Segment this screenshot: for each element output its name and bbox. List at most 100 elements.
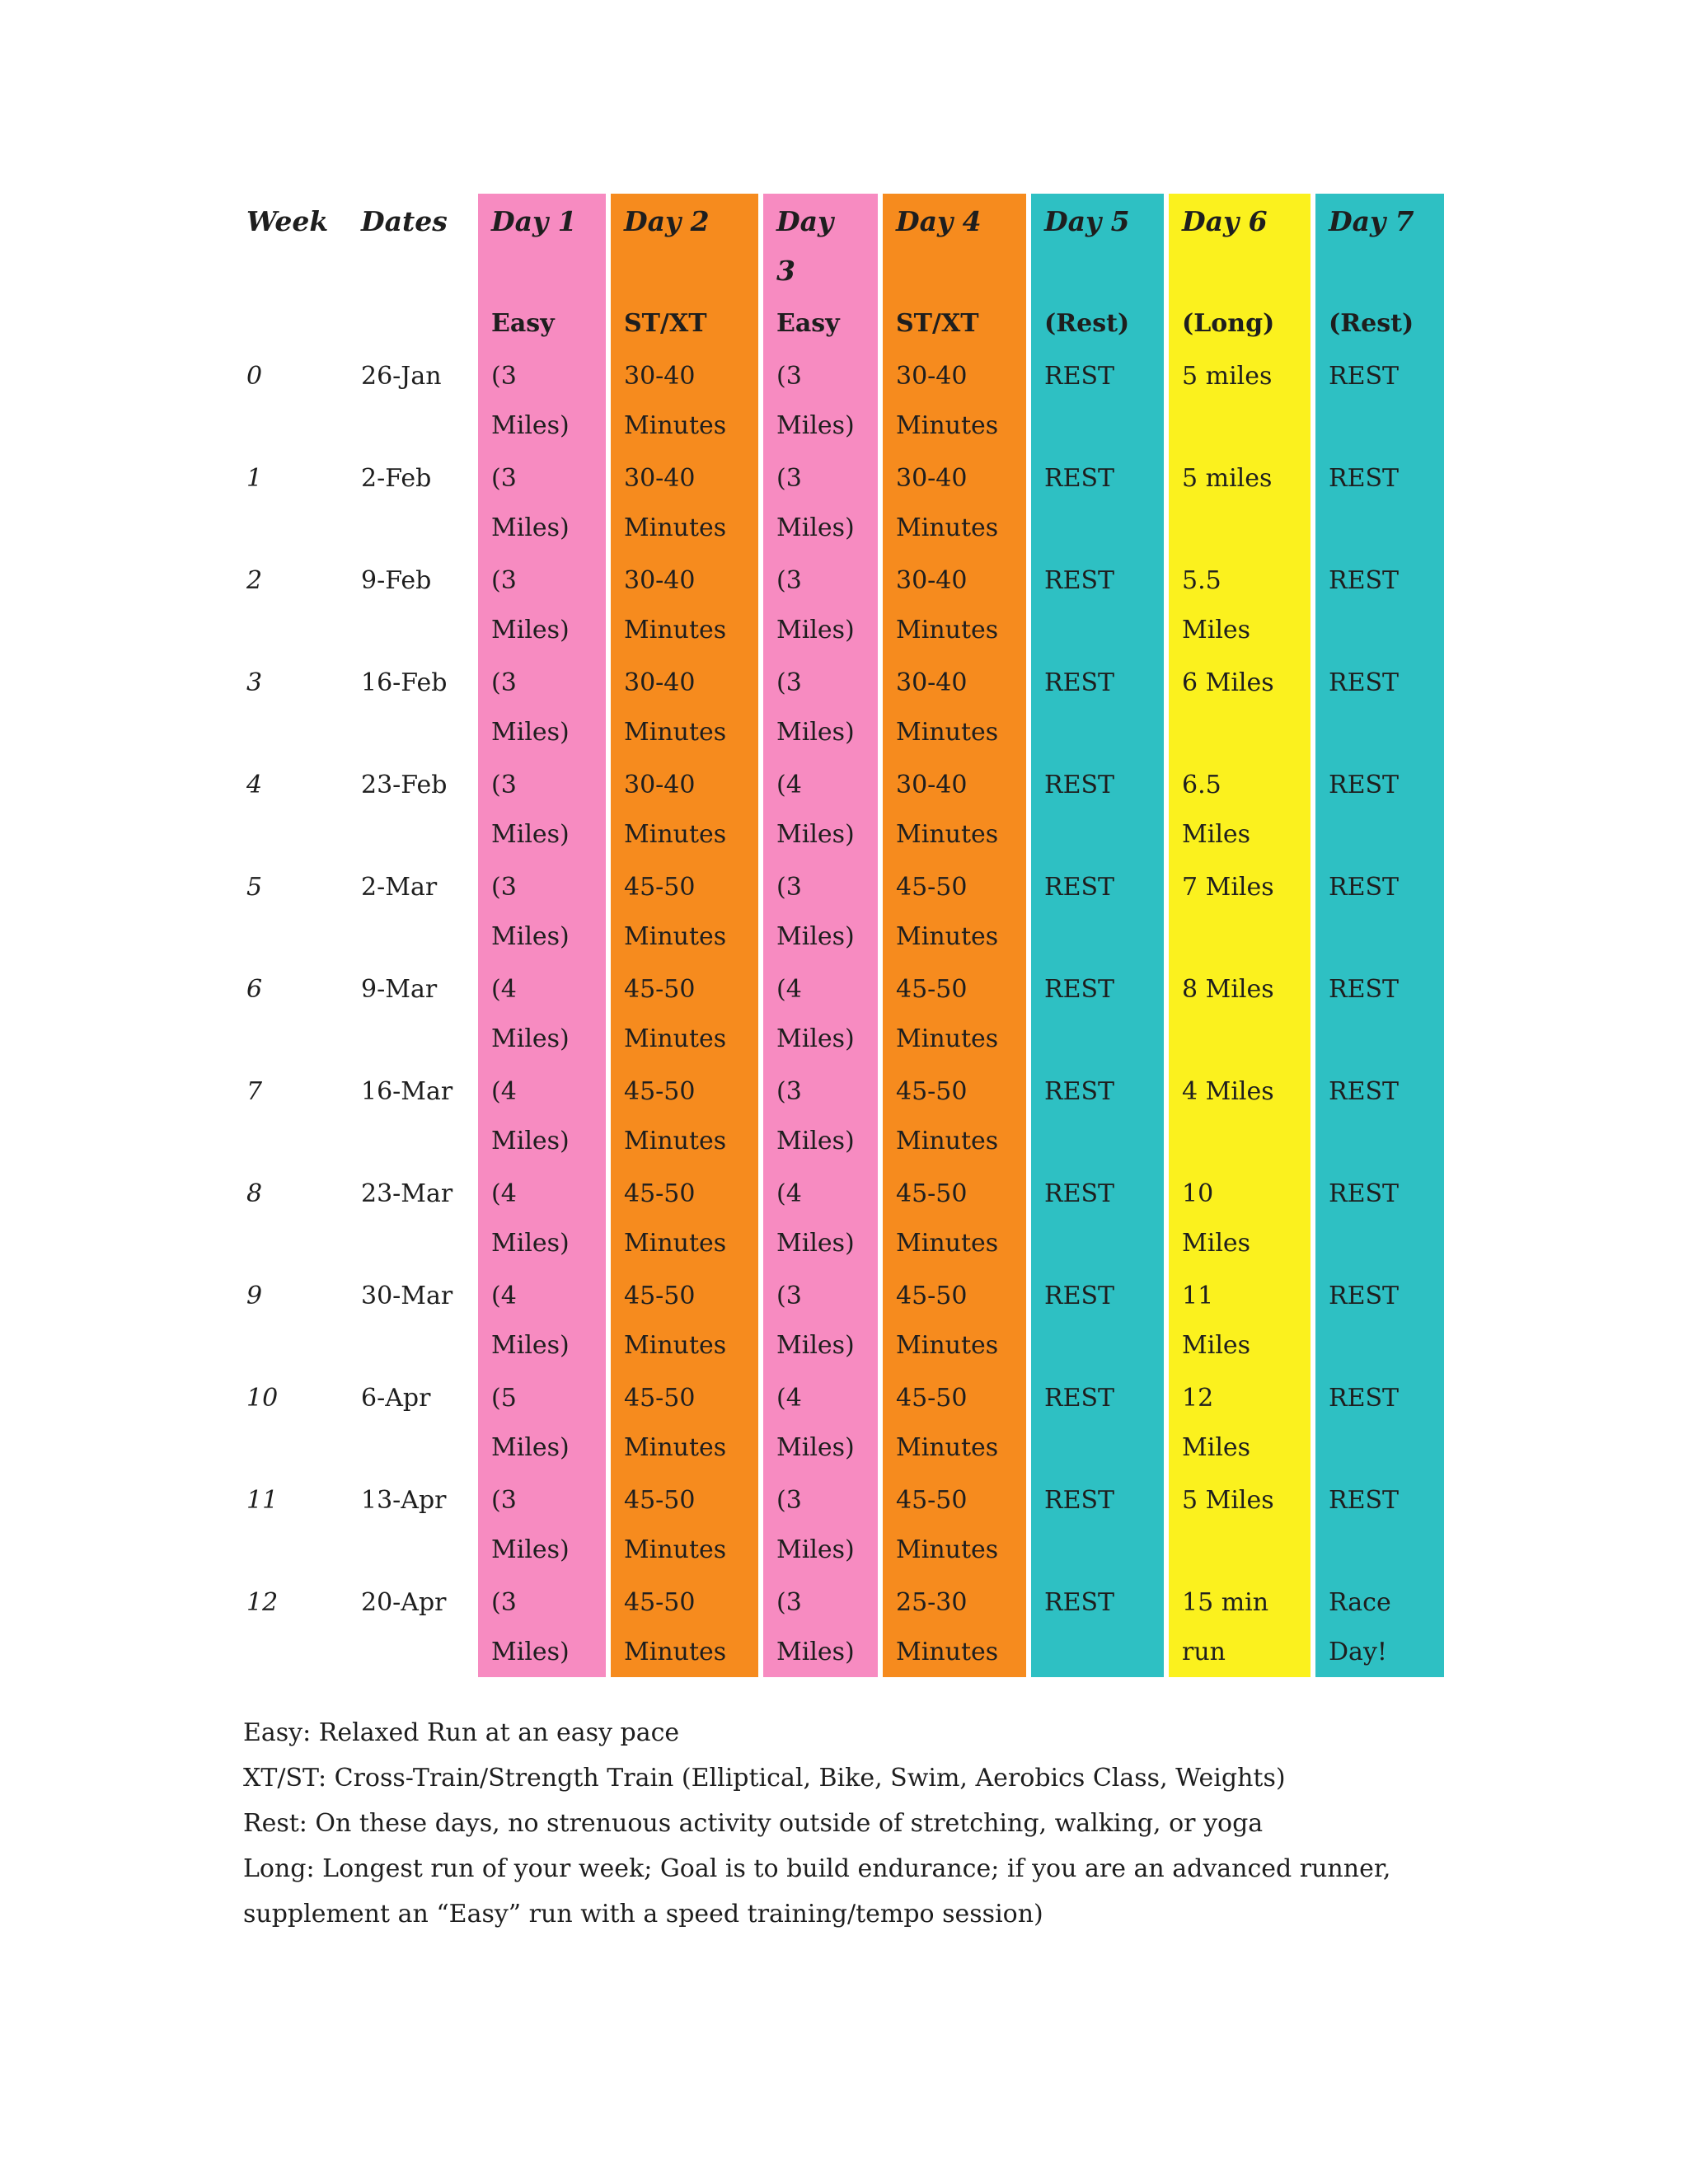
cell-day7-week5: REST [1311,860,1444,962]
cell-day5-week12: REST [1026,1575,1164,1677]
cell-day4-week4: 30-40 Minutes [878,757,1026,860]
cell-day2-week8: 45-50 Minutes [606,1166,758,1268]
cell-day1-week9: (4 Miles) [478,1268,606,1371]
cell-day5-week8: REST [1026,1166,1164,1268]
cell-day3-week0: (3 Miles) [758,349,878,451]
week-row-12: 12 20-Apr (3 Miles) 45-50 Minutes (3 Miles) 2… [243,1575,1444,1677]
cell-day3-week10: (4 Miles) [758,1371,878,1473]
column-header-day5: Day 5 [1026,194,1164,296]
cell-day4-week1: 30-40 Minutes [878,451,1026,553]
subheader-row: Easy ST/XT Easy ST/XT (Rest) (Long) (Rest) [243,296,1444,349]
column-header-day2: Day 2 [606,194,758,296]
cell-day3-week1: (3 Miles) [758,451,878,553]
cell-day7-week10: REST [1311,1371,1444,1473]
cell-day2-week5: 45-50 Minutes [606,860,758,962]
week-row-1: 1 2-Feb (3 Miles) 30-40 Minutes (3 Miles) 30-… [243,451,1444,553]
cell-week-week8: 8 [246,1179,263,1208]
cell-day2-week1: 30-40 Minutes [606,451,758,553]
cell-day1-week0: (3 Miles) [478,349,606,451]
column-header-dates: Dates [361,205,448,237]
cell-day3-week6: (4 Miles) [758,962,878,1064]
cell-week-week5: 5 [246,873,263,902]
cell-day5-week7: REST [1026,1064,1164,1166]
cell-dates-week8: 23-Mar [361,1179,453,1208]
cell-day4-week9: 45-50 Minutes [878,1268,1026,1371]
cell-day2-week12: 45-50 Minutes [606,1575,758,1677]
cell-week-week11: 11 [246,1486,279,1515]
week-row-10: 10 6-Apr (5 Miles) 45-50 Minutes (4 Miles) 45… [243,1371,1444,1473]
column-header-day7: Day 7 [1311,194,1444,296]
cell-day1-week5: (3 Miles) [478,860,606,962]
cell-day5-week4: REST [1026,757,1164,860]
cell-day4-week10: 45-50 Minutes [878,1371,1026,1473]
column-subheader-week [243,296,354,349]
cell-day2-week3: 30-40 Minutes [606,655,758,757]
legend-line-1: Easy: Relaxed Run at an easy pace [243,1718,680,1747]
cell-day7-week11: REST [1311,1473,1444,1575]
legend: Easy: Relaxed Run at an easy pace XT/ST: … [243,1710,1397,1937]
cell-day2-week10: 45-50 Minutes [606,1371,758,1473]
cell-day1-week7: (4 Miles) [478,1064,606,1166]
cell-day6-week9: 11 Miles [1164,1268,1311,1371]
cell-week-week12: 12 [246,1588,279,1617]
cell-day2-week0: 30-40 Minutes [606,349,758,451]
cell-day6-week11: 5 Miles [1164,1473,1311,1575]
cell-dates-week11: 13-Apr [361,1486,447,1515]
column-header-day3: Day 3 [758,194,878,296]
cell-dates-week5: 2-Mar [361,873,438,902]
cell-day3-week5: (3 Miles) [758,860,878,962]
cell-day3-week2: (3 Miles) [758,553,878,655]
cell-day5-week9: REST [1026,1268,1164,1371]
legend-line-3: Rest: On these days, no strenuous activi… [243,1809,1264,1838]
cell-day1-week6: (4 Miles) [478,962,606,1064]
legend-line-4: Long: Longest run of your week; Goal is … [243,1854,1391,1929]
cell-day4-week0: 30-40 Minutes [878,349,1026,451]
cell-dates-week0: 26-Jan [361,362,442,391]
cell-day7-week4: REST [1311,757,1444,860]
cell-dates-week7: 16-Mar [361,1077,453,1106]
cell-dates-week4: 23-Feb [361,771,448,799]
cell-day1-week3: (3 Miles) [478,655,606,757]
cell-week-week3: 3 [246,668,263,697]
cell-day4-week5: 45-50 Minutes [878,860,1026,962]
cell-day3-week3: (3 Miles) [758,655,878,757]
cell-day6-week3: 6 Miles [1164,655,1311,757]
cell-dates-week2: 9-Feb [361,566,432,595]
cell-day6-week5: 7 Miles [1164,860,1311,962]
cell-day6-week8: 10 Miles [1164,1166,1311,1268]
cell-day6-week6: 8 Miles [1164,962,1311,1064]
cell-day6-week0: 5 miles [1164,349,1311,451]
column-header-day4: Day 4 [878,194,1026,296]
week-row-9: 9 30-Mar (4 Miles) 45-50 Minutes (3 Miles) 45… [243,1268,1444,1371]
cell-dates-week12: 20-Apr [361,1588,447,1617]
cell-day5-week0: REST [1026,349,1164,451]
cell-week-week0: 0 [246,362,263,391]
cell-day4-week7: 45-50 Minutes [878,1064,1026,1166]
cell-day6-week2: 5.5 Miles [1164,553,1311,655]
cell-day1-week12: (3 Miles) [478,1575,606,1677]
cell-day1-week10: (5 Miles) [478,1371,606,1473]
cell-day1-week8: (4 Miles) [478,1166,606,1268]
cell-day5-week11: REST [1026,1473,1164,1575]
cell-day1-week11: (3 Miles) [478,1473,606,1575]
cell-day3-week9: (3 Miles) [758,1268,878,1371]
cell-day2-week2: 30-40 Minutes [606,553,758,655]
cell-day5-week5: REST [1026,860,1164,962]
cell-day4-week3: 30-40 Minutes [878,655,1026,757]
cell-day5-week10: REST [1026,1371,1164,1473]
cell-week-week10: 10 [246,1384,279,1413]
cell-day6-week1: 5 miles [1164,451,1311,553]
cell-day6-week12: 15 min run [1164,1575,1311,1677]
week-row-0: 0 26-Jan (3 Miles) 30-40 Minutes (3 Miles) 30… [243,349,1444,451]
week-row-2: 2 9-Feb (3 Miles) 30-40 Minutes (3 Miles) 30-… [243,553,1444,655]
cell-week-week9: 9 [246,1282,263,1310]
cell-day4-week11: 45-50 Minutes [878,1473,1026,1575]
cell-dates-week10: 6-Apr [361,1384,431,1413]
week-row-5: 5 2-Mar (3 Miles) 45-50 Minutes (3 Miles) 45-… [243,860,1444,962]
cell-day2-week7: 45-50 Minutes [606,1064,758,1166]
column-header-day6: Day 6 [1164,194,1311,296]
column-subheader-day6: (Long) [1164,296,1311,349]
